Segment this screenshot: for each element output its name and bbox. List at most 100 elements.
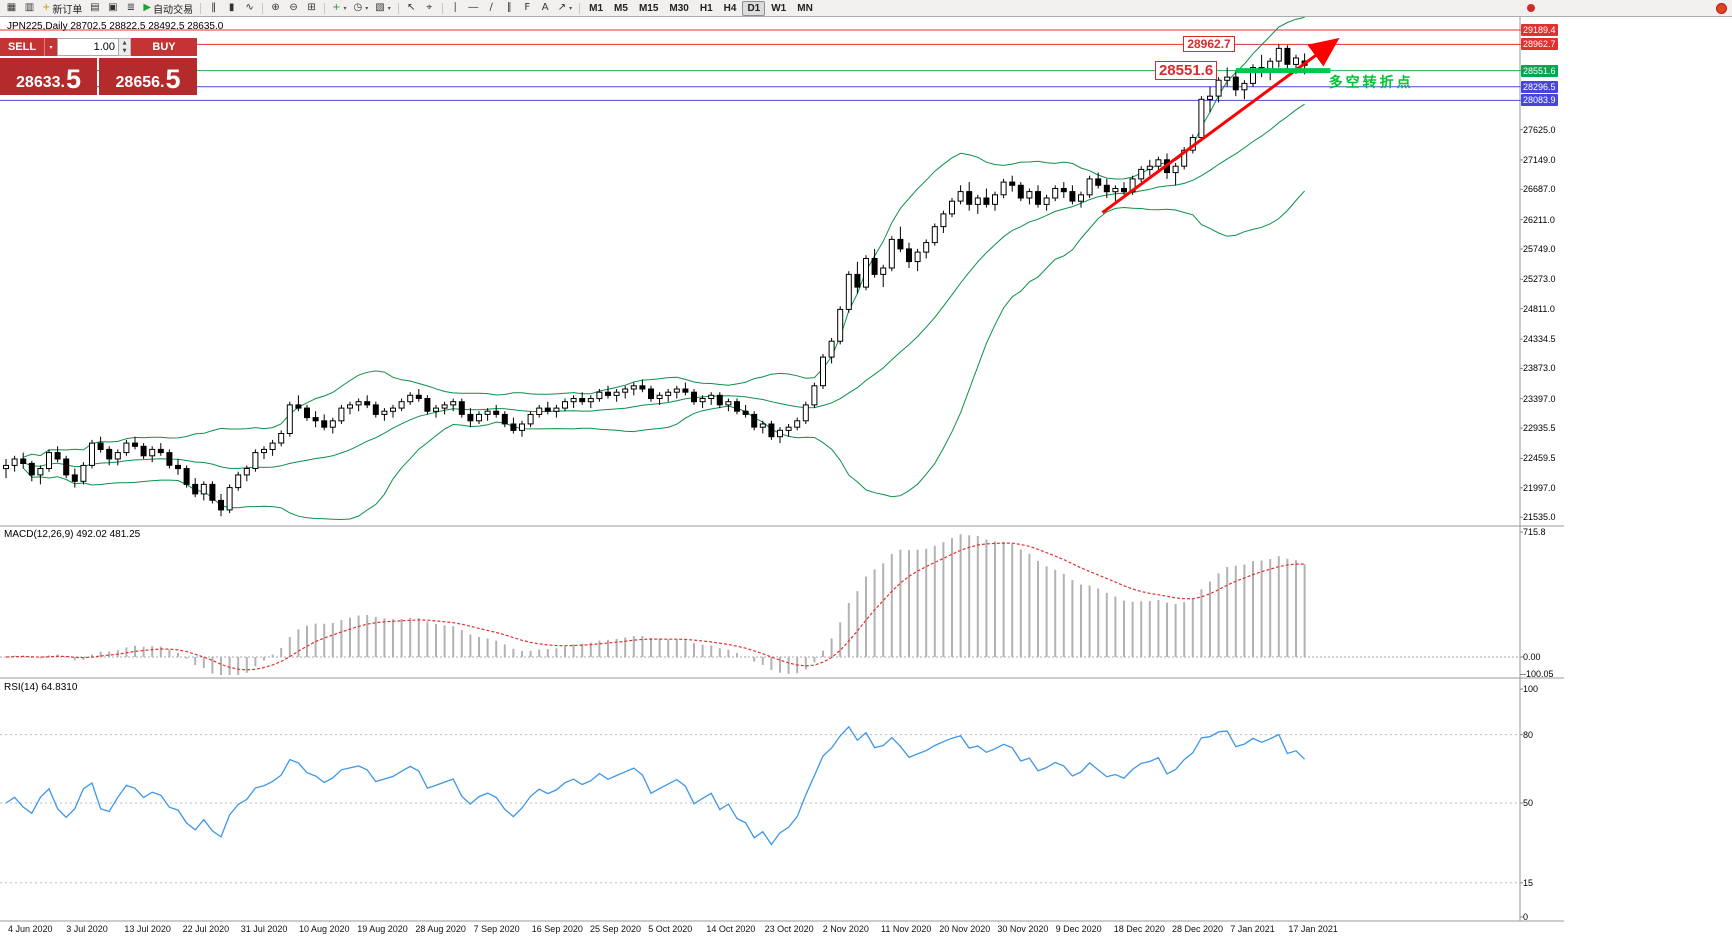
- volume-up-icon[interactable]: ▲: [122, 40, 127, 46]
- date-axis-label: 17 Jan 2021: [1288, 924, 1338, 934]
- templates-icon[interactable]: ▧ ▾: [375, 2, 391, 13]
- date-axis-label: 9 Dec 2020: [1055, 924, 1102, 934]
- macd-indicator-label: MACD(12,26,9) 492.02 481.25: [4, 529, 141, 540]
- buy-button[interactable]: BUY: [131, 38, 197, 56]
- zoom-out-icon[interactable]: ⊖: [289, 2, 298, 13]
- toolbar-separator: [579, 2, 581, 14]
- chart-ohlc-title: JPN225,Daily 28702.5 28822.5 28492.5 286…: [7, 21, 223, 32]
- macd-axis-label: 0.00: [1523, 652, 1541, 662]
- timeframe-d1-button[interactable]: D1: [742, 0, 766, 16]
- date-axis-label: 18 Dec 2020: [1113, 924, 1165, 934]
- ask-price-button[interactable]: 28656. 5: [99, 58, 197, 95]
- bid-price-button[interactable]: 28633. 5: [0, 58, 97, 95]
- price-axis-label: 22459.5: [1523, 453, 1556, 464]
- date-axis-label: 7 Sep 2020: [473, 924, 520, 934]
- chart-canvas[interactable]: [0, 16, 1564, 938]
- periods-icon[interactable]: ◷ ▾: [353, 2, 369, 13]
- price-level-label: 28296.5: [1521, 80, 1558, 93]
- price-axis-label: 27625.0: [1523, 124, 1556, 135]
- date-axis-label: 10 Aug 2020: [299, 924, 350, 934]
- date-axis-label: 22 Jul 2020: [182, 924, 230, 934]
- timeframe-m5-button[interactable]: M5: [614, 2, 628, 14]
- timeframe-m1-button[interactable]: M1: [589, 2, 604, 14]
- price-axis-label: 21535.0: [1523, 512, 1556, 523]
- price-axis-label: 25749.0: [1523, 243, 1556, 254]
- navigator-icon[interactable]: ≣: [126, 2, 136, 13]
- ask-price-pip: 5: [165, 64, 181, 95]
- date-axis-label: 5 Oct 2020: [648, 924, 693, 934]
- fibonacci-icon[interactable]: F: [524, 2, 531, 13]
- toolbar-separator: [441, 2, 443, 14]
- timeframe-h4-button[interactable]: H4: [723, 2, 737, 14]
- candlestick-icon[interactable]: ▮: [228, 2, 235, 13]
- date-axis-label: 19 Aug 2020: [357, 924, 408, 934]
- price-level-label: 28962.7: [1521, 38, 1558, 51]
- price-callout-label[interactable]: 28551.6: [1154, 61, 1218, 81]
- price-axis[interactable]: [1521, 17, 1564, 921]
- date-axis-label: 31 Jul 2020: [240, 924, 288, 934]
- timeframe-w1-button[interactable]: W1: [771, 2, 787, 14]
- timeframe-m30-button[interactable]: M30: [669, 2, 689, 14]
- line-chart-icon[interactable]: ∿: [245, 2, 254, 13]
- trendline-icon[interactable]: ∕: [489, 2, 493, 13]
- price-axis-label: 27149.0: [1523, 154, 1556, 165]
- date-axis-label: 14 Oct 2020: [706, 924, 756, 934]
- order-type-dropdown[interactable]: ▾: [44, 38, 57, 56]
- ohlc-bars-icon[interactable]: ‖: [211, 2, 217, 13]
- price-callout-label[interactable]: 28962.7: [1183, 36, 1235, 52]
- rsi-axis-label: 80: [1523, 729, 1534, 740]
- crosshair-icon[interactable]: ⌖: [426, 2, 433, 13]
- date-axis-label: 28 Aug 2020: [415, 924, 466, 934]
- volume-input[interactable]: [57, 38, 119, 56]
- price-axis-label: 24334.5: [1523, 334, 1556, 345]
- tile-windows-icon[interactable]: ⊞: [307, 2, 316, 13]
- timeframe-mn-button[interactable]: MN: [797, 2, 813, 14]
- toolbar-separator: [397, 2, 399, 14]
- zoom-in-icon[interactable]: ⊕: [271, 2, 280, 13]
- sell-button[interactable]: SELL: [0, 38, 44, 56]
- channel-icon[interactable]: ∥: [506, 2, 512, 13]
- volume-stepper[interactable]: ▲ ▼: [119, 38, 131, 56]
- price-level-label: 29189.4: [1521, 24, 1558, 36]
- date-axis-label: 16 Sep 2020: [531, 924, 583, 934]
- bid-price: 28633.: [16, 74, 65, 91]
- indicators-icon[interactable]: + ▾: [332, 2, 347, 13]
- notification-dot-icon[interactable]: [1716, 3, 1727, 14]
- toolbar-separator: [200, 2, 202, 14]
- timeframe-h1-button[interactable]: H1: [699, 2, 713, 14]
- date-axis-label: 28 Dec 2020: [1172, 924, 1224, 934]
- autotrading-button[interactable]: ▶ 自动交易: [143, 2, 194, 16]
- horizontal-line-icon[interactable]: ―: [468, 2, 479, 13]
- date-axis-label: 30 Nov 2020: [997, 924, 1049, 934]
- price-axis-label: 23397.0: [1523, 393, 1556, 404]
- date-axis-label: 20 Nov 2020: [939, 924, 991, 934]
- new-order-button[interactable]: + 新订单: [42, 2, 83, 16]
- rsi-axis-label: 15: [1523, 877, 1534, 888]
- volume-down-icon[interactable]: ▼: [122, 48, 127, 54]
- price-axis-label: 26687.0: [1523, 184, 1556, 195]
- turning-point-annotation[interactable]: 多空转折点: [1328, 73, 1414, 90]
- date-axis-label: 7 Jan 2021: [1230, 924, 1275, 934]
- price-axis-label: 22935.5: [1523, 423, 1556, 434]
- date-axis-label: 11 Nov 2020: [881, 924, 932, 934]
- new-chart-icon[interactable]: ▦: [6, 2, 17, 13]
- symbol-period-label: JPN225,Daily: [7, 21, 68, 32]
- vertical-line-icon[interactable]: ∣: [452, 2, 458, 13]
- price-axis-label: 21997.0: [1523, 482, 1556, 493]
- macd-axis-label: -100.05: [1523, 669, 1554, 680]
- text-icon[interactable]: A: [541, 2, 549, 13]
- data-window-icon[interactable]: ▣: [108, 2, 118, 13]
- date-axis-label: 2 Nov 2020: [822, 924, 869, 934]
- toolbar-separator: [262, 2, 264, 14]
- price-level-label: 28551.6: [1521, 64, 1558, 77]
- rsi-axis-label: 50: [1523, 798, 1534, 808]
- market-watch-icon[interactable]: ▤: [90, 2, 100, 13]
- price-axis-label: 24811.0: [1523, 303, 1555, 314]
- alert-dot-icon[interactable]: [1527, 4, 1535, 12]
- timeframe-m15-button[interactable]: M15: [638, 2, 659, 14]
- toolbar: ▦ ▥ + 新订单 ▤ ▣ ≣ ▶ 自动交易 ‖ ▮ ∿ ⊕ ⊖ ⊞ + ▾ ◷ ▾ ▧ ▾ ↖ ⌖ ∣ ― ∕ ∥ F A ↗ ▾ M1 M5…: [0, 0, 1732, 17]
- one-click-trading-panel: SELL ▾ ▲▼ BUY 28633.5 28656.5: [0, 38, 197, 95]
- cursor-icon[interactable]: ↖: [407, 2, 416, 13]
- arrow-tool-icon[interactable]: ↗ ▾: [557, 2, 573, 13]
- chart-profiles-icon[interactable]: ▥: [24, 2, 35, 13]
